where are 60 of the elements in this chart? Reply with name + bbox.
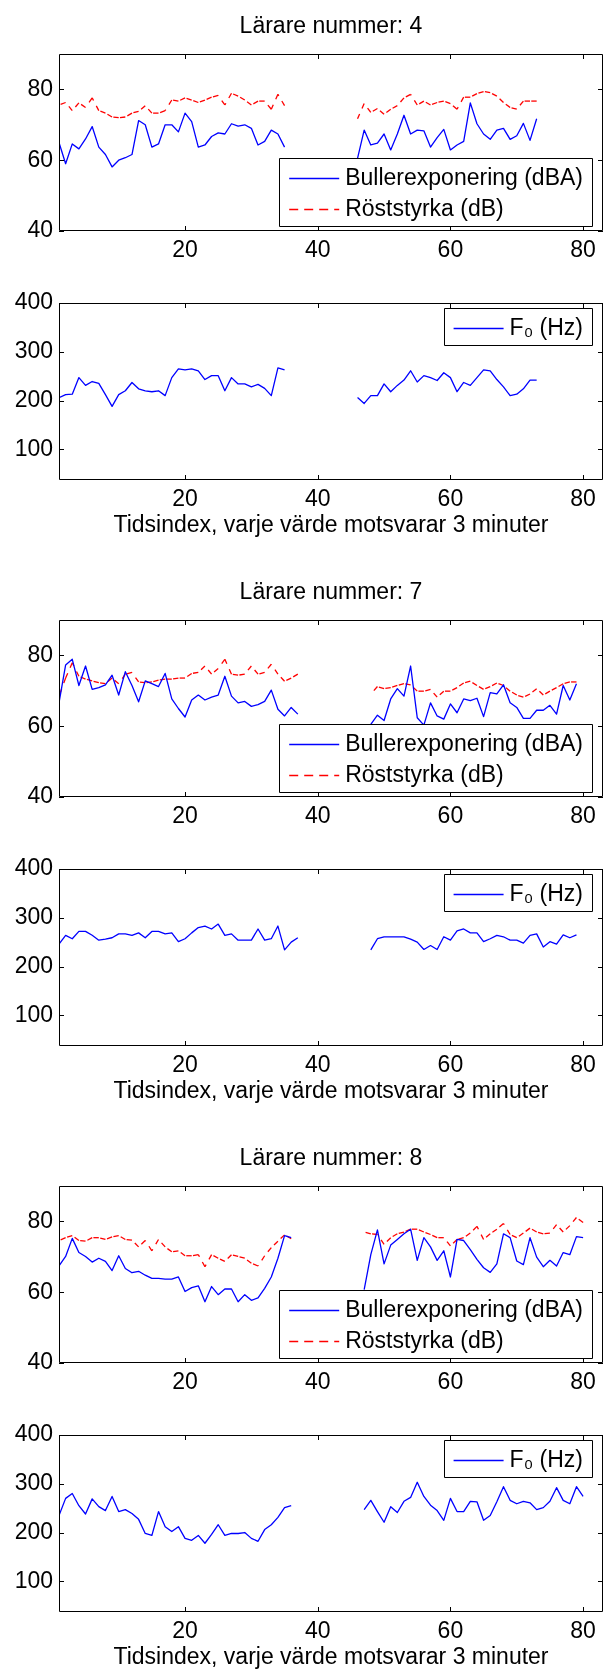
legend-label: F₀ (Hz): [509, 313, 584, 340]
x-tick-label: 60: [437, 1368, 464, 1395]
x-tick-label: 20: [172, 236, 198, 263]
x-tick-label: 20: [172, 1368, 198, 1395]
y-tick-label: 100: [14, 1000, 53, 1027]
x-tick-label: 80: [570, 485, 596, 512]
x-axis-title: Tidsindex, varje värde motsvarar 3 minuter: [113, 1076, 549, 1103]
x-tick-label: 80: [570, 1051, 596, 1078]
x-tick-label: 20: [172, 1051, 198, 1078]
legend-label: Bullerexponering (dBA): [345, 1295, 583, 1322]
x-tick-label: 80: [570, 802, 596, 829]
y-tick-label: 40: [27, 1348, 53, 1375]
x-tick-label: 40: [304, 485, 331, 512]
x-tick-label: 40: [304, 1617, 331, 1644]
x-axis-title: Tidsindex, varje värde motsvarar 3 minuter: [113, 1642, 549, 1669]
x-tick-label: 80: [570, 1617, 596, 1644]
legend-label: Bullerexponering (dBA): [345, 163, 583, 190]
chart-title: Lärare nummer: 4: [239, 12, 423, 39]
legend-label: F₀ (Hz): [509, 1445, 584, 1472]
x-tick-label: 60: [437, 1617, 464, 1644]
x-tick-label: 20: [172, 485, 198, 512]
x-tick-label: 20: [172, 802, 198, 829]
y-tick-label: 300: [14, 1469, 53, 1496]
y-tick-label: 60: [27, 145, 53, 172]
y-tick-label: 200: [14, 951, 53, 978]
y-tick-label: 400: [14, 288, 53, 315]
y-tick-label: 300: [14, 903, 53, 930]
legend-label: Röststyrka (dB): [345, 1326, 504, 1353]
x-tick-label: 40: [304, 236, 331, 263]
x-tick-label: 40: [304, 802, 331, 829]
x-tick-label: 60: [437, 1051, 464, 1078]
y-tick-label: 400: [14, 854, 53, 881]
legend-label: F₀ (Hz): [509, 879, 584, 906]
y-tick-label: 60: [27, 1277, 53, 1304]
x-tick-label: 80: [570, 1368, 596, 1395]
y-tick-label: 400: [14, 1420, 53, 1447]
x-axis-title: Tidsindex, varje värde motsvarar 3 minuter: [113, 510, 549, 537]
legend-label: Röststyrka (dB): [345, 194, 504, 221]
legend-label: Röststyrka (dB): [345, 760, 504, 787]
x-tick-label: 40: [304, 1368, 331, 1395]
chart-title: Lärare nummer: 7: [239, 578, 423, 605]
legend-label: Bullerexponering (dBA): [345, 729, 583, 756]
x-tick-label: 20: [172, 1617, 198, 1644]
x-tick-label: 40: [304, 1051, 331, 1078]
y-tick-label: 200: [14, 1517, 53, 1544]
y-tick-label: 40: [27, 782, 53, 809]
y-tick-label: 300: [14, 337, 53, 364]
y-tick-label: 100: [14, 1566, 53, 1593]
y-tick-label: 80: [27, 640, 53, 667]
y-tick-label: 200: [14, 385, 53, 412]
y-tick-label: 40: [27, 216, 53, 243]
y-tick-label: 60: [27, 711, 53, 738]
y-tick-label: 100: [14, 434, 53, 461]
x-tick-label: 60: [437, 802, 464, 829]
x-tick-label: 60: [437, 236, 464, 263]
x-tick-label: 60: [437, 485, 464, 512]
y-tick-label: 80: [27, 74, 53, 101]
chart-title: Lärare nummer: 8: [239, 1144, 423, 1171]
x-tick-label: 80: [570, 236, 596, 263]
y-tick-label: 80: [27, 1206, 53, 1233]
